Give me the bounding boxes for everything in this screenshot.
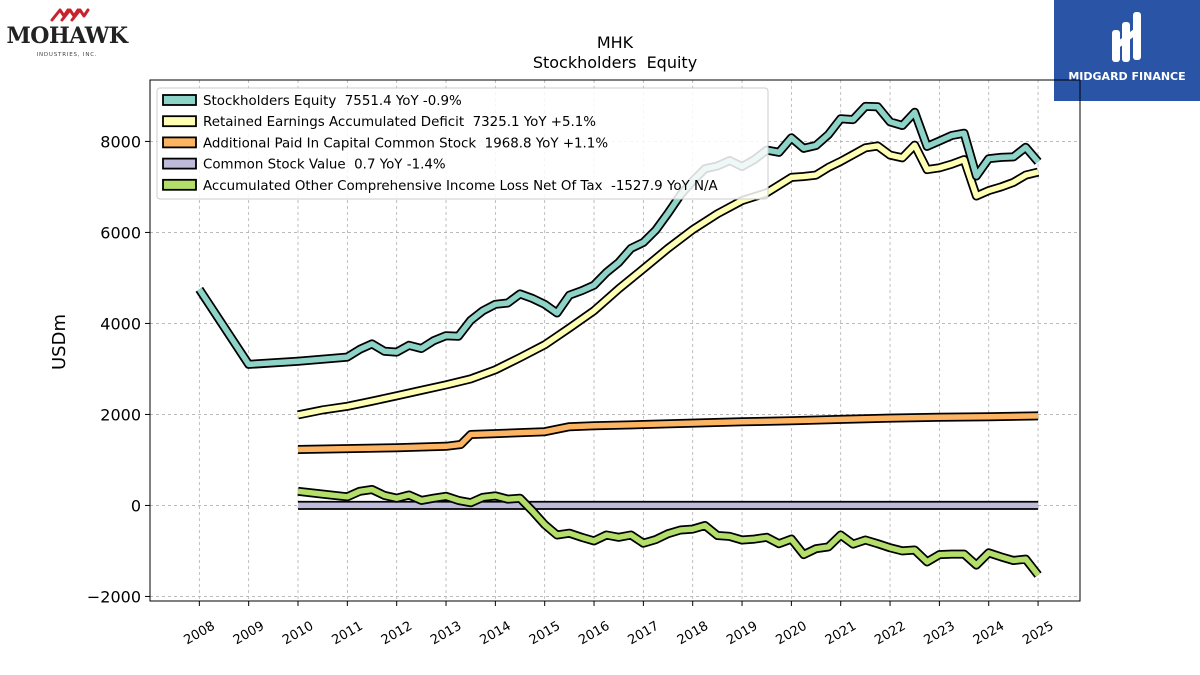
x-tick-label: 2020 [774, 619, 810, 649]
y-tick-label: 4000 [100, 314, 141, 333]
y-axis-label: USDm [49, 314, 70, 370]
chart-title: MHK [597, 33, 634, 52]
legend-label: Accumulated Other Comprehensive Income L… [203, 179, 719, 194]
x-tick-label: 2017 [626, 619, 662, 649]
series-2 [297, 411, 1039, 454]
x-tick-label: 2011 [330, 619, 366, 649]
mohawk-chevron-mark [50, 8, 90, 22]
series-4 [297, 485, 1042, 578]
legend-swatch [162, 136, 197, 149]
x-tick-label: 2013 [428, 619, 464, 649]
series-line-outline [297, 411, 1039, 454]
mohawk-logo: MOHAWK INDUSTRIES, INC. [4, 2, 130, 60]
brand-name: MIDGARD FINANCE [1068, 70, 1185, 83]
x-tick-label: 2022 [872, 619, 908, 649]
y-tick-label: 0 [131, 496, 141, 515]
midgard-mark-icon [1112, 12, 1141, 62]
y-tick-label: 8000 [100, 132, 141, 151]
legend-label: Common Stock Value 0.7 YoY -1.4% [203, 158, 446, 173]
legend-swatch [162, 94, 197, 106]
x-tick-label: 2019 [724, 619, 760, 649]
data-series [195, 101, 1042, 578]
y-tick-label: 2000 [100, 405, 141, 424]
plot-frame [149, 79, 1081, 602]
chart-subtitle: Stockholders Equity [533, 53, 697, 72]
series-line [197, 103, 1041, 368]
legend-swatch [162, 115, 197, 128]
x-tick-label: 2023 [922, 619, 958, 649]
midgard-finance-logo: MIDGARD FINANCE [1054, 0, 1200, 101]
mohawk-wordmark: MOHAWK [6, 23, 128, 49]
x-tick-label: 2024 [971, 619, 1007, 649]
x-tick-label: 2015 [527, 619, 563, 649]
legend-label: Retained Earnings Accumulated Deficit 73… [203, 115, 596, 130]
legend-box [156, 87, 769, 200]
x-tick-label: 2012 [379, 619, 415, 649]
series-line [297, 413, 1039, 453]
mohawk-subtitle: INDUSTRIES, INC. [37, 52, 98, 58]
legend-swatch [162, 178, 197, 191]
legend-swatch [162, 157, 197, 170]
series-line [297, 486, 1041, 577]
axis-ticks: −2000 0 2000 4000 6000 8000 2008 2009 2010 2011 20… [87, 132, 1057, 648]
x-tick-label: 2018 [675, 619, 711, 649]
x-tick-label: 2010 [280, 619, 316, 649]
x-tick-label: 2009 [231, 619, 267, 649]
x-tick-label: 2021 [823, 619, 859, 649]
x-tick-label: 2016 [576, 619, 612, 649]
series-line [297, 142, 1039, 418]
y-tick-label: 6000 [100, 223, 141, 242]
y-tick-label: −2000 [87, 587, 141, 606]
x-tick-label: 2025 [1020, 619, 1056, 649]
legend: Stockholders Equity 7551.4 YoY -0.9% Reta… [156, 87, 769, 200]
legend-label: Stockholders Equity 7551.4 YoY -0.9% [203, 94, 462, 109]
x-tick-label: 2008 [182, 619, 218, 649]
series-0 [195, 101, 1042, 369]
x-tick-label: 2014 [478, 619, 514, 649]
legend-label: Additional Paid In Capital Common Stock … [203, 136, 608, 151]
series-1 [297, 140, 1040, 420]
